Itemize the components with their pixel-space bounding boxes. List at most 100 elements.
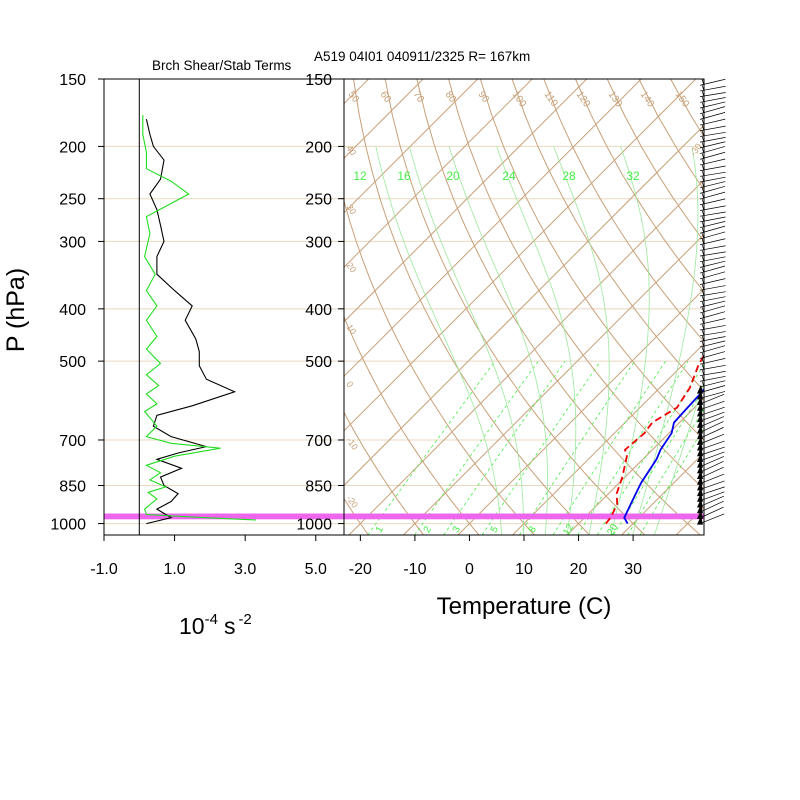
wind-barb-feather [701,124,705,131]
wind-barb-feather [701,380,705,388]
shear-stability-panel: 150 200 250 300 400 500 700 850 1000 -1.0 1.0 3.0 5… [50,72,345,578]
mixing-ratio-label-16: 16 [397,169,411,183]
wind-barb-feather [701,130,705,137]
wind-barb [699,466,724,479]
wind-barb [699,391,726,399]
wind-barb-feather [701,96,705,103]
wind-barb [699,151,726,160]
wind-barb-feather [701,227,705,234]
adiabat-label-150: 150 [673,89,692,109]
wind-barb [699,380,726,388]
isotherm-line [344,79,533,268]
highlight-band-skewt [344,513,704,520]
wind-barb-feather [701,301,705,308]
isotherm-line [0,79,259,535]
dry-adiabat-line [159,79,258,535]
mixing-ratio-label-20: 20 [446,169,460,183]
dry-adiabat-line [344,315,480,535]
wind-barb-feather [701,198,705,205]
y-tick-label-150: 150 [305,72,332,89]
wind-barb [699,296,726,302]
y-tick-label-700: 700 [59,433,86,450]
moist-adiabat-line [610,146,650,535]
y-tick-label-1000: 1000 [50,517,86,534]
wind-barb [699,336,726,342]
wind-barb [699,85,726,92]
wind-barb-feather [701,363,705,370]
wind-barb [699,176,726,183]
moist-adiabat-line [375,146,503,535]
wind-barb [699,92,726,97]
wind-barb-feather [701,255,705,262]
x-tick-label--1.0: -1.0 [90,561,118,578]
wind-barb-feather [701,284,705,291]
mixing-ratio-label-24: 24 [502,169,516,183]
wind-barb [699,486,725,496]
dry-adiabat-line [448,79,704,490]
mixing-ratio-label-bottom-20: 20 [605,522,620,538]
isotherm-line [731,79,800,535]
wind-barb [699,260,726,268]
wind-barb-feather [701,249,705,257]
dry-adiabat-line [638,79,704,191]
xlabel-exponent: -4 [205,611,218,628]
dry-adiabat-line [766,79,800,535]
wind-barb [699,500,724,513]
wind-barb [699,375,726,382]
wind-barb [699,427,724,439]
wind-barb-feather [701,335,705,342]
mixing-ratio-line [414,360,539,535]
isotherm-line [0,79,205,535]
edge-label-0: 40 [344,143,358,157]
wind-barb [699,491,725,502]
temperature-axis-label: Temperature (C) [437,593,612,620]
wind-barb [699,198,726,206]
xlabel-unit-exponent: -2 [238,611,251,628]
wind-barb [699,245,726,251]
wind-barb [699,358,726,365]
y-tick-label-250: 250 [59,192,86,209]
wind-barb-feather [701,318,705,325]
adiabat-label-50: 50 [346,89,362,105]
left-y-axis: 150 200 250 300 400 500 700 850 1000 [50,72,104,534]
moist-adiabat-line [448,146,548,535]
wind-barb [699,125,726,132]
mixing-ratio-line [367,360,496,535]
wind-barb-feather [701,323,705,331]
wind-barb-feather [701,375,705,382]
temp-tick-label--20: -20 [349,561,372,578]
wind-barb-feather [701,113,705,120]
y-tick-label-400: 400 [59,302,86,319]
y-tick-label-150: 150 [59,72,86,89]
wind-barb-feather [701,278,705,285]
skewt-panel-title: A519 04I01 040911/2325 R= 167km [314,49,530,64]
isotherm-line [512,342,704,535]
wind-barb [699,78,726,86]
pressure-gridlines [104,79,344,525]
isotherm-line [344,79,642,378]
wind-barb [699,446,725,456]
wind-barb [699,231,726,240]
x-tick-label-3.0: 3.0 [234,561,256,578]
wind-barb [699,171,726,177]
mixing-ratio-label-bottom-2: 2 [422,524,435,535]
wind-barb [699,340,726,348]
left-x-axis-label: 10-4 s -2 [179,611,252,639]
wind-barb [699,318,726,325]
wind-barb [699,513,725,524]
edge-label-3: 10 [344,322,358,336]
moist-adiabat-line [654,380,704,535]
wind-barb [699,411,725,422]
wind-barb-feather [701,153,705,160]
wind-barb-feather [701,244,705,251]
adiabat-label-110: 110 [542,89,560,109]
wind-barb-feather [701,238,705,245]
wind-barb [699,406,725,416]
wind-barb [699,278,726,285]
adiabat-label-90: 90 [476,89,492,105]
edge-label-1: 30 [344,202,358,216]
wind-barb-feather [701,295,705,302]
wind-barb [699,211,726,217]
wind-barb [699,345,726,354]
adiabat-label-80: 80 [443,89,459,105]
